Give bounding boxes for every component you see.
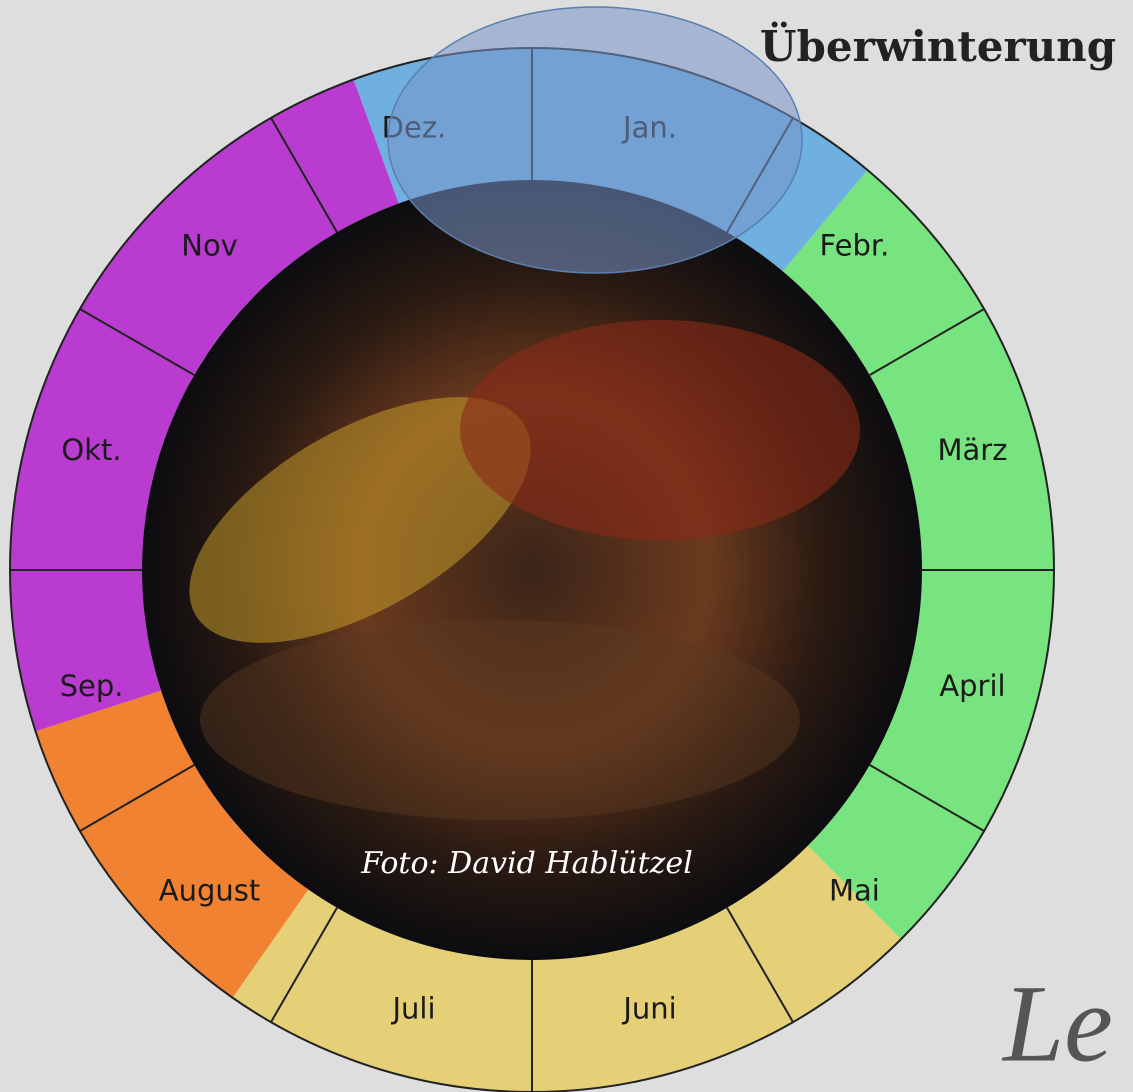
month-label: Nov	[181, 229, 238, 263]
month-label: März	[937, 433, 1007, 467]
month-label: Febr.	[820, 229, 890, 263]
month-label: April	[939, 669, 1005, 703]
month-label: August	[159, 873, 261, 907]
calendar-wheel: Jan.Febr.MärzAprilMaiJuniJuliAugustSep.O…	[0, 0, 1133, 1092]
month-label: Juli	[390, 991, 435, 1025]
photo-reflection	[200, 620, 800, 820]
overwinter-ellipse	[388, 7, 802, 273]
month-label: Juni	[621, 991, 676, 1025]
month-label: Mai	[829, 873, 880, 907]
page: {"title": "Überwinterung", "months": ["J…	[0, 0, 1133, 1092]
month-label: Okt.	[61, 433, 121, 467]
title: Überwinterung	[760, 20, 1116, 71]
photo-thorax	[460, 320, 860, 540]
photo-credit: Foto: David Hablützel	[360, 846, 693, 881]
footer-fragment: Le	[1001, 962, 1113, 1084]
month-label: Sep.	[60, 669, 124, 703]
